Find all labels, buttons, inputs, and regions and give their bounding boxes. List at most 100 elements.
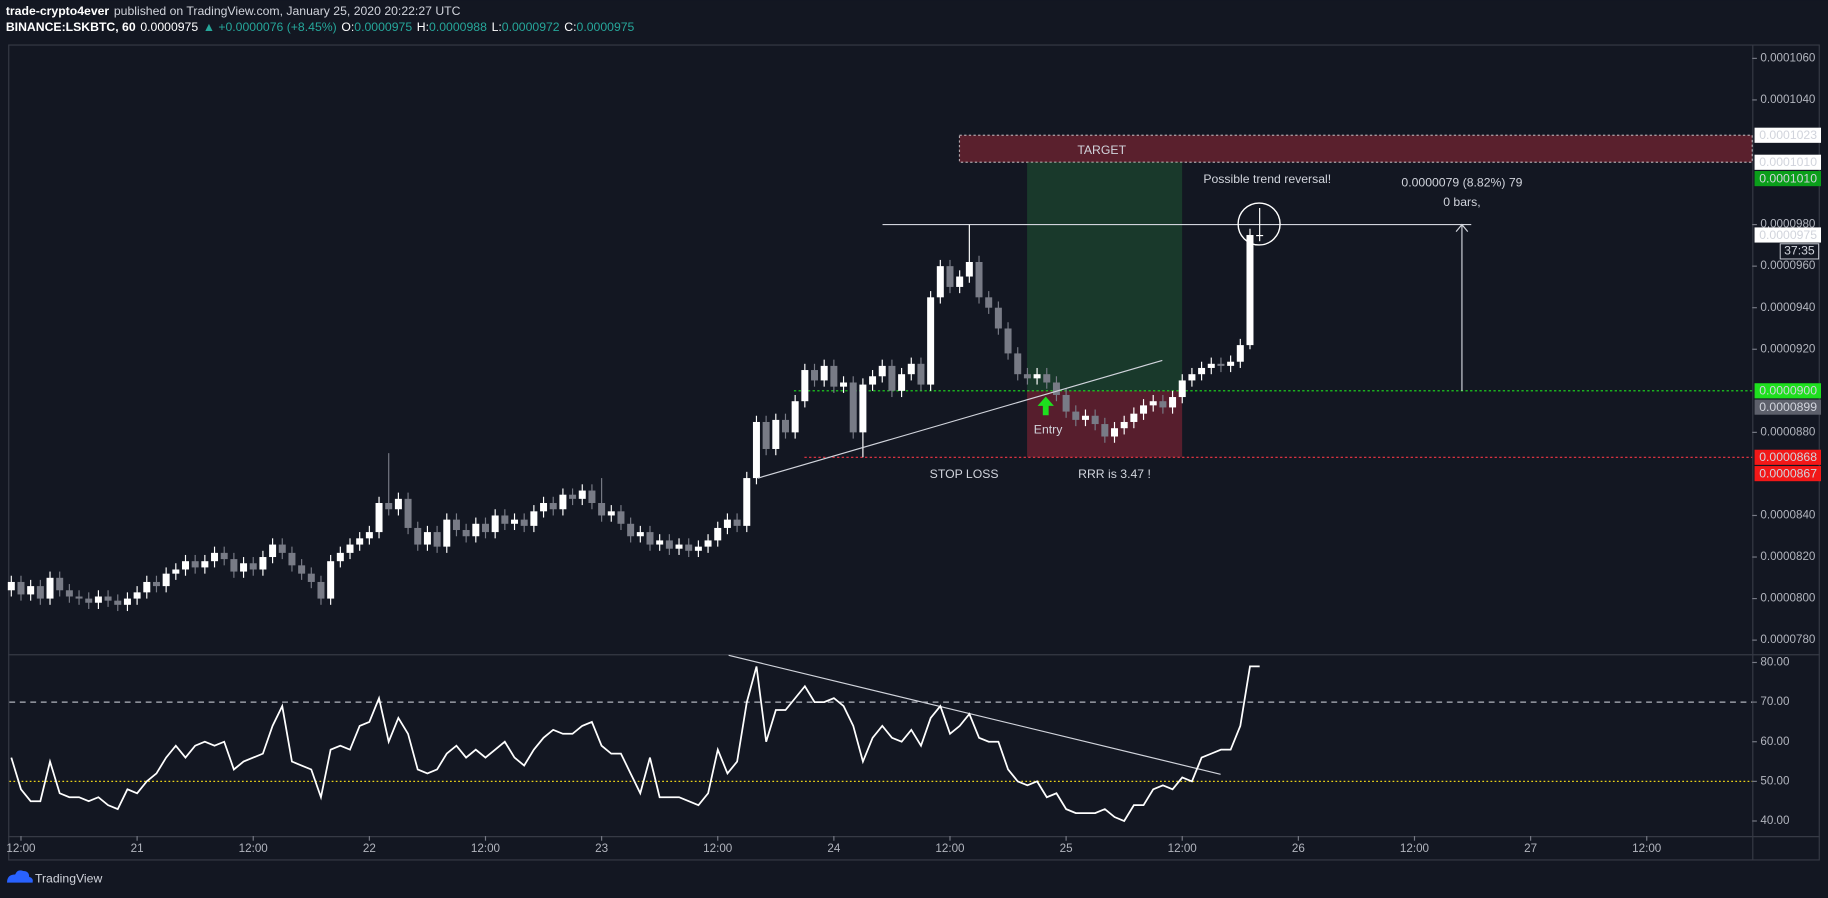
candle-body <box>123 598 131 605</box>
candle-body <box>211 552 219 562</box>
candle-body <box>762 421 770 449</box>
candle-body <box>520 519 528 526</box>
candle-body <box>317 581 325 599</box>
highlight-circle <box>1237 202 1281 246</box>
candle-body <box>791 401 799 433</box>
y-tick-label: 0.0000840 <box>1760 509 1816 522</box>
candle-body <box>1043 374 1051 383</box>
y-tick-label: 0.0000780 <box>1760 633 1816 646</box>
candle-body <box>936 266 944 298</box>
measure-bars: 0 bars, <box>1443 195 1480 209</box>
candle-body <box>143 581 151 593</box>
candle-body <box>878 365 886 377</box>
brand: TradingView <box>35 871 102 885</box>
candle-body <box>985 297 993 308</box>
symbol: BINANCE:LSKBTC, 60 <box>6 20 136 34</box>
x-tick-label: 24 <box>827 842 840 855</box>
y-tick-label: 40.00 <box>1760 814 1790 827</box>
candle-body <box>1081 415 1089 420</box>
price-label-box <box>1754 171 1822 187</box>
candle-body <box>946 266 954 287</box>
candle-body <box>1130 413 1138 422</box>
candle-body <box>1236 345 1244 362</box>
candle-body <box>781 419 789 433</box>
y-tick-label: 0.0000920 <box>1760 342 1816 355</box>
x-tick-label: 27 <box>1524 842 1537 855</box>
candle-body <box>152 581 160 587</box>
ohlc-value: 0.0000975 <box>354 20 412 34</box>
measure-label: 0.0000079 (8.82%) 79 <box>1401 175 1522 189</box>
candle-body <box>1120 421 1128 429</box>
candle-body <box>1033 374 1041 379</box>
candle-body <box>462 530 470 537</box>
candle-body <box>298 565 306 574</box>
candle-body <box>172 569 180 574</box>
candle-body <box>975 261 983 298</box>
trendline <box>757 359 1163 479</box>
candle-body <box>859 384 867 433</box>
candle-body <box>423 532 431 545</box>
candle-body <box>1023 374 1031 379</box>
candle-body <box>191 561 199 568</box>
candle-body <box>927 297 935 385</box>
measure-arrowhead <box>1455 223 1469 232</box>
candle-body <box>1091 415 1099 425</box>
candle-body <box>646 532 654 545</box>
candle-body <box>772 419 780 449</box>
candle-body <box>898 374 906 391</box>
candle-body <box>752 421 760 479</box>
price-label-box <box>1754 399 1822 415</box>
candle-body <box>230 559 238 572</box>
candle-body <box>1004 328 1012 354</box>
candle-body <box>694 546 702 551</box>
author: trade-crypto4ever <box>6 4 110 18</box>
candle-body <box>627 523 635 537</box>
ohlc-key: C: <box>564 20 576 34</box>
candle-body <box>452 519 460 531</box>
candle-body <box>714 527 722 541</box>
candle-body <box>56 577 64 591</box>
candle-body <box>511 519 519 524</box>
candle-body <box>65 590 73 597</box>
candle-body <box>182 561 189 570</box>
candle-body <box>723 519 731 528</box>
candle-body <box>501 515 509 524</box>
candle-body <box>404 498 412 528</box>
candle-body <box>240 563 248 572</box>
ohlc-key: H: <box>417 20 429 34</box>
candle-body <box>607 511 615 516</box>
candle-body <box>617 511 625 524</box>
candle-body <box>1052 382 1060 395</box>
candle-body <box>849 382 857 433</box>
x-tick-label: 12:00 <box>1168 842 1198 855</box>
price-label-box <box>1754 383 1822 399</box>
candle-body <box>1207 363 1215 368</box>
candle-body <box>1169 397 1177 408</box>
candle-body <box>346 544 354 553</box>
y-tick-label: 0.0000800 <box>1760 592 1816 605</box>
symbol-line: BINANCE:LSKBTC, 60 0.0000975 ▲ +0.0000076 … <box>6 20 635 34</box>
candle-body <box>288 552 296 566</box>
candle-body <box>259 557 267 570</box>
candle-body <box>269 544 277 558</box>
price-label: 0.0000899 <box>1759 400 1817 414</box>
candle-body <box>1062 394 1070 412</box>
candle-body <box>820 365 828 381</box>
ohlc-value: 0.0000972 <box>502 20 560 34</box>
price-label-box <box>1754 154 1822 170</box>
candle-body <box>578 490 586 499</box>
change: ▲ +0.0000076 (+8.45%) <box>203 20 337 34</box>
candle-body <box>443 519 451 547</box>
candle-body <box>1140 405 1148 414</box>
price-label: 0.0000975 <box>1759 228 1817 242</box>
candle-body <box>133 592 141 599</box>
drawings: TARGET Possible trend reversal! 0.000007… <box>728 143 1523 775</box>
x-tick-label: 12:00 <box>471 842 501 855</box>
footer: TradingView <box>6 870 102 885</box>
price-label-box <box>1754 227 1822 243</box>
x-tick-label: 12:00 <box>935 842 965 855</box>
candle-body <box>104 596 112 601</box>
candle-body <box>249 563 257 570</box>
y-tick-label: 60.00 <box>1760 735 1790 748</box>
